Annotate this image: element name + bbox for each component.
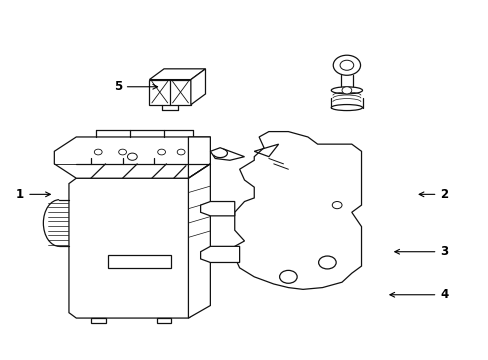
Text: 4: 4 bbox=[389, 288, 447, 301]
Polygon shape bbox=[188, 164, 210, 318]
Polygon shape bbox=[210, 148, 244, 160]
Polygon shape bbox=[69, 178, 195, 318]
Polygon shape bbox=[200, 202, 234, 216]
Polygon shape bbox=[54, 137, 210, 178]
Polygon shape bbox=[149, 69, 205, 80]
Polygon shape bbox=[200, 246, 239, 262]
Polygon shape bbox=[188, 137, 210, 178]
Ellipse shape bbox=[330, 104, 362, 111]
Polygon shape bbox=[157, 318, 171, 323]
Circle shape bbox=[341, 87, 351, 94]
Circle shape bbox=[332, 55, 360, 75]
Text: 5: 5 bbox=[113, 80, 157, 93]
Polygon shape bbox=[91, 318, 105, 323]
Text: 1: 1 bbox=[16, 188, 50, 201]
Ellipse shape bbox=[330, 87, 362, 94]
Polygon shape bbox=[149, 80, 190, 105]
Polygon shape bbox=[234, 132, 361, 289]
Text: 2: 2 bbox=[418, 188, 447, 201]
Polygon shape bbox=[190, 69, 205, 105]
Text: 3: 3 bbox=[394, 245, 447, 258]
